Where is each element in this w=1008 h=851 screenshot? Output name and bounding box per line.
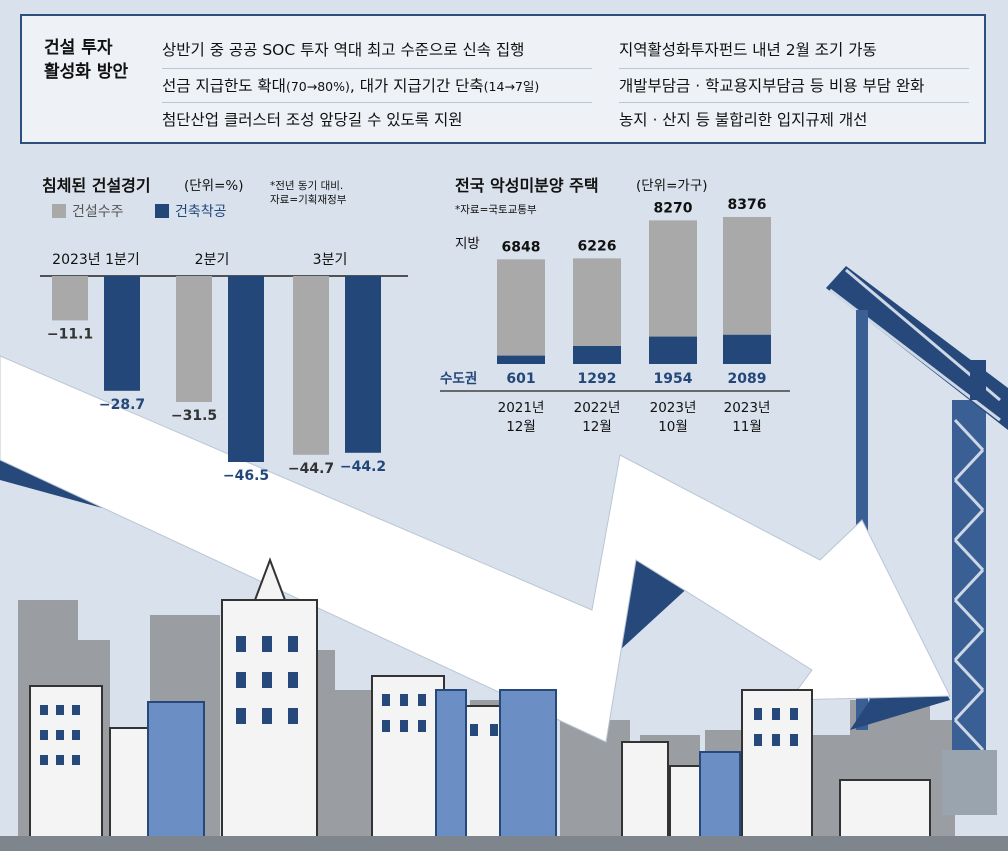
chart2-category-year: 2023년 [724, 400, 771, 416]
policy-divider [162, 102, 592, 103]
policy-title: 건설 투자 활성화 방안 [44, 36, 154, 84]
chart2-category-year: 2021년 [498, 400, 545, 416]
blue-buildings [147, 689, 741, 841]
chart1-value-label: −31.5 [171, 408, 217, 424]
policy-right-item-3: 농지 · 산지 등 불합리한 입지규제 개선 [619, 111, 868, 129]
chart1-category-label: 3분기 [313, 252, 348, 268]
policy-title-line2: 활성화 방안 [44, 62, 129, 82]
chart1-category-label: 2023년 1분기 [52, 252, 140, 268]
bar-capital-region [573, 345, 621, 364]
chart1-value-label: −46.5 [223, 468, 269, 484]
chart2-category-year: 2022년 [574, 400, 621, 416]
chart2-category-month: 12월 [506, 419, 536, 435]
ground [0, 836, 1008, 851]
bar-starts [228, 276, 264, 462]
policy-left-item-2-main: 선금 지급한도 확대 [162, 77, 286, 95]
chart1-note-line2: 자료=기획재정부 [270, 194, 347, 206]
bar-capital-region [497, 355, 545, 364]
chart2-capital-value: 601 [506, 371, 535, 387]
policy-left-item-2-ratio: (70→80%) [285, 79, 350, 94]
bar-regional [497, 259, 545, 356]
policy-left-item-1: 상반기 중 공공 SOC 투자 역대 최고 수준으로 신속 집행 [162, 41, 525, 59]
bar-orders [293, 276, 329, 455]
chart2-category-month: 12월 [582, 419, 612, 435]
chart2-category-month: 10월 [658, 419, 688, 435]
chart1-value-label: −44.7 [288, 461, 334, 477]
chart1-category-label: 2분기 [195, 252, 230, 268]
bar-regional [573, 258, 621, 346]
legend-label-orders: 건설수주 [72, 204, 124, 220]
chart1-value-label: −28.7 [99, 397, 145, 413]
policy-right-item-2: 개발부담금 · 학교용지부담금 등 비용 부담 완화 [619, 77, 925, 95]
chart2-category-year: 2023년 [650, 400, 697, 416]
policy-title-line1: 건설 투자 [44, 38, 113, 58]
chart2-series-label-regional: 지방 [455, 236, 480, 252]
bar-capital-region [649, 336, 697, 364]
chart2-regional-value: 6848 [502, 239, 541, 255]
chart2-source: *자료=국토교통부 [455, 204, 537, 216]
policy-left-item-2-days: (14→7일) [483, 79, 540, 94]
chart1-title: 침체된 건설경기 [42, 176, 151, 195]
legend-swatch-orders [52, 204, 66, 218]
chart2-title: 전국 악성미분양 주택 [455, 176, 599, 195]
building-windows [40, 636, 798, 765]
policy-box: 건설 투자 활성화 방안 상반기 중 공공 SOC 투자 역대 최고 수준으로 … [20, 14, 986, 144]
bar-regional [723, 216, 771, 335]
policy-left-item-2: 선금 지급한도 확대(70→80%), 대가 지급기간 단축(14→7일) [162, 74, 539, 96]
policy-divider [619, 68, 969, 69]
chart1-unit: (단위=%) [184, 178, 244, 194]
bar-orders [176, 276, 212, 402]
chart2-regional-value: 6226 [578, 238, 617, 254]
chart2-category-month: 11월 [732, 419, 762, 435]
bar-starts [345, 276, 381, 453]
chart2-regional-value: 8270 [654, 200, 693, 216]
chart1-value-label: −44.2 [340, 459, 386, 475]
chart2-capital-value: 2089 [728, 371, 767, 387]
policy-divider [162, 68, 592, 69]
legend-swatch-starts [155, 204, 169, 218]
bar-capital-region [723, 334, 771, 364]
policy-right-item-1: 지역활성화투자펀드 내년 2월 조기 가동 [619, 41, 877, 59]
chart2-series-label-capital: 수도권 [440, 371, 477, 387]
policy-left-item-3: 첨단산업 클러스터 조성 앞당길 수 있도록 지원 [162, 111, 463, 129]
legend-label-starts: 건축착공 [175, 204, 227, 220]
chart2-capital-value: 1292 [578, 371, 617, 387]
chart2-unit: (단위=가구) [636, 178, 708, 194]
chart2-capital-value: 1954 [654, 371, 693, 387]
chart1-note-line1: *전년 동기 대비. [270, 180, 344, 192]
bar-starts [104, 276, 140, 391]
policy-divider [619, 102, 969, 103]
policy-left-item-2-rest: , 대가 지급기간 단축 [349, 77, 484, 95]
chart2-regional-value: 8376 [728, 197, 767, 213]
chart1-value-label: −11.1 [47, 326, 93, 342]
chart1-note: *전년 동기 대비. 자료=기획재정부 [270, 179, 346, 207]
bar-orders [52, 276, 88, 321]
bar-regional [649, 220, 697, 337]
